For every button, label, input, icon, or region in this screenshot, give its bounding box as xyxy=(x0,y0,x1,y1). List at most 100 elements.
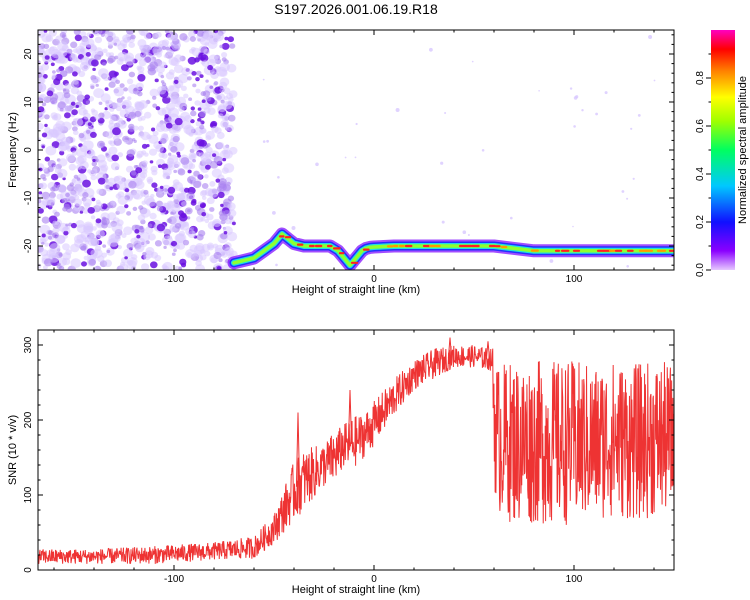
noise-speck xyxy=(481,149,485,152)
noise-blob xyxy=(126,149,135,157)
noise-blob xyxy=(119,83,125,88)
noise-blob xyxy=(208,54,218,64)
noise-blob xyxy=(41,233,46,238)
noise-blob xyxy=(194,100,201,106)
noise-blob xyxy=(203,48,210,55)
spectrogram-xtick-label: -100 xyxy=(164,274,184,285)
noise-blob xyxy=(112,102,119,109)
noise-blob xyxy=(91,197,96,202)
noise-blob xyxy=(38,123,44,130)
noise-blob xyxy=(217,191,225,199)
noise-blob xyxy=(174,222,182,229)
noise-speck xyxy=(538,90,540,92)
noise-blob xyxy=(128,123,135,130)
noise-blob xyxy=(126,117,131,122)
noise-blob xyxy=(101,219,108,225)
snr-xtick-label: 100 xyxy=(566,574,583,585)
noise-blob xyxy=(71,150,78,156)
noise-blob xyxy=(38,137,42,142)
noise-blob xyxy=(102,74,111,81)
noise-blob xyxy=(220,99,225,104)
noise-blob xyxy=(123,52,135,62)
noise-blob xyxy=(55,35,62,42)
snr-series-line xyxy=(38,345,674,564)
noise-blob xyxy=(227,203,233,209)
noise-blob xyxy=(146,144,150,148)
noise-blob xyxy=(128,180,137,189)
noise-blob xyxy=(163,173,168,178)
noise-blob xyxy=(126,211,132,216)
noise-blob xyxy=(171,203,181,213)
noise-blob xyxy=(75,156,85,165)
noise-blob xyxy=(63,88,70,95)
noise-blob xyxy=(84,202,91,209)
noise-blob xyxy=(101,252,107,258)
noise-blob xyxy=(38,82,47,93)
noise-blob xyxy=(207,40,218,49)
noise-blob xyxy=(135,167,143,174)
noise-speck xyxy=(272,211,276,215)
noise-blob xyxy=(107,212,117,221)
noise-blob xyxy=(84,94,90,100)
noise-blob xyxy=(175,83,181,89)
snr-spike xyxy=(347,389,353,445)
noise-blob xyxy=(231,221,236,226)
noise-blob xyxy=(51,100,55,104)
noise-blob xyxy=(196,174,203,180)
noise-blob xyxy=(186,216,191,220)
noise-blob xyxy=(90,45,98,51)
spectrogram-ytick-label: -10 xyxy=(23,190,34,205)
snr-ytick-label: 200 xyxy=(23,411,34,428)
noise-blob xyxy=(187,230,196,239)
noise-blob xyxy=(85,52,91,57)
noise-blob xyxy=(207,64,214,71)
noise-blob xyxy=(193,180,202,189)
noise-blob xyxy=(178,266,183,270)
noise-blob xyxy=(172,179,180,186)
noise-blob xyxy=(51,114,59,121)
noise-blob xyxy=(161,264,168,270)
noise-blob xyxy=(99,142,105,147)
noise-blob xyxy=(42,177,47,181)
noise-blob xyxy=(213,156,223,164)
noise-blob xyxy=(121,96,125,100)
noise-blob xyxy=(116,205,126,214)
noise-blob xyxy=(204,174,209,179)
noise-speck xyxy=(355,122,358,126)
noise-blob xyxy=(117,245,122,250)
noise-blob xyxy=(195,77,200,82)
noise-blob xyxy=(38,208,44,214)
snr-xtick-label: 0 xyxy=(371,574,377,585)
noise-blob xyxy=(200,203,206,209)
noise-blob xyxy=(204,218,210,224)
noise-blob xyxy=(167,163,173,169)
noise-blob xyxy=(161,39,170,46)
noise-speck xyxy=(653,79,656,82)
noise-blob xyxy=(217,113,224,119)
noise-blob xyxy=(201,183,209,189)
noise-blob xyxy=(75,220,85,228)
noise-blob xyxy=(155,144,165,153)
noise-blob xyxy=(91,226,97,231)
noise-blob xyxy=(125,30,135,35)
noise-blob xyxy=(223,87,231,95)
noise-blob xyxy=(57,41,68,51)
spectrogram-plot-area xyxy=(38,30,674,270)
colorbar-label: Normalized spectral amplitude xyxy=(737,76,749,224)
noise-blob xyxy=(80,56,91,66)
noise-blob xyxy=(229,43,236,49)
noise-speck xyxy=(440,161,444,165)
noise-blob xyxy=(95,202,104,209)
noise-blob xyxy=(209,181,216,187)
snr-spike xyxy=(485,341,491,360)
noise-blob xyxy=(189,48,195,54)
noise-blob xyxy=(39,224,51,235)
noise-blobs xyxy=(38,30,656,270)
colorbar-tick-label: 0.6 xyxy=(695,119,706,133)
noise-blob xyxy=(179,33,188,41)
noise-blob xyxy=(52,232,60,239)
noise-blob xyxy=(38,263,42,269)
noise-blob xyxy=(190,106,195,111)
noise-blob xyxy=(184,187,190,193)
